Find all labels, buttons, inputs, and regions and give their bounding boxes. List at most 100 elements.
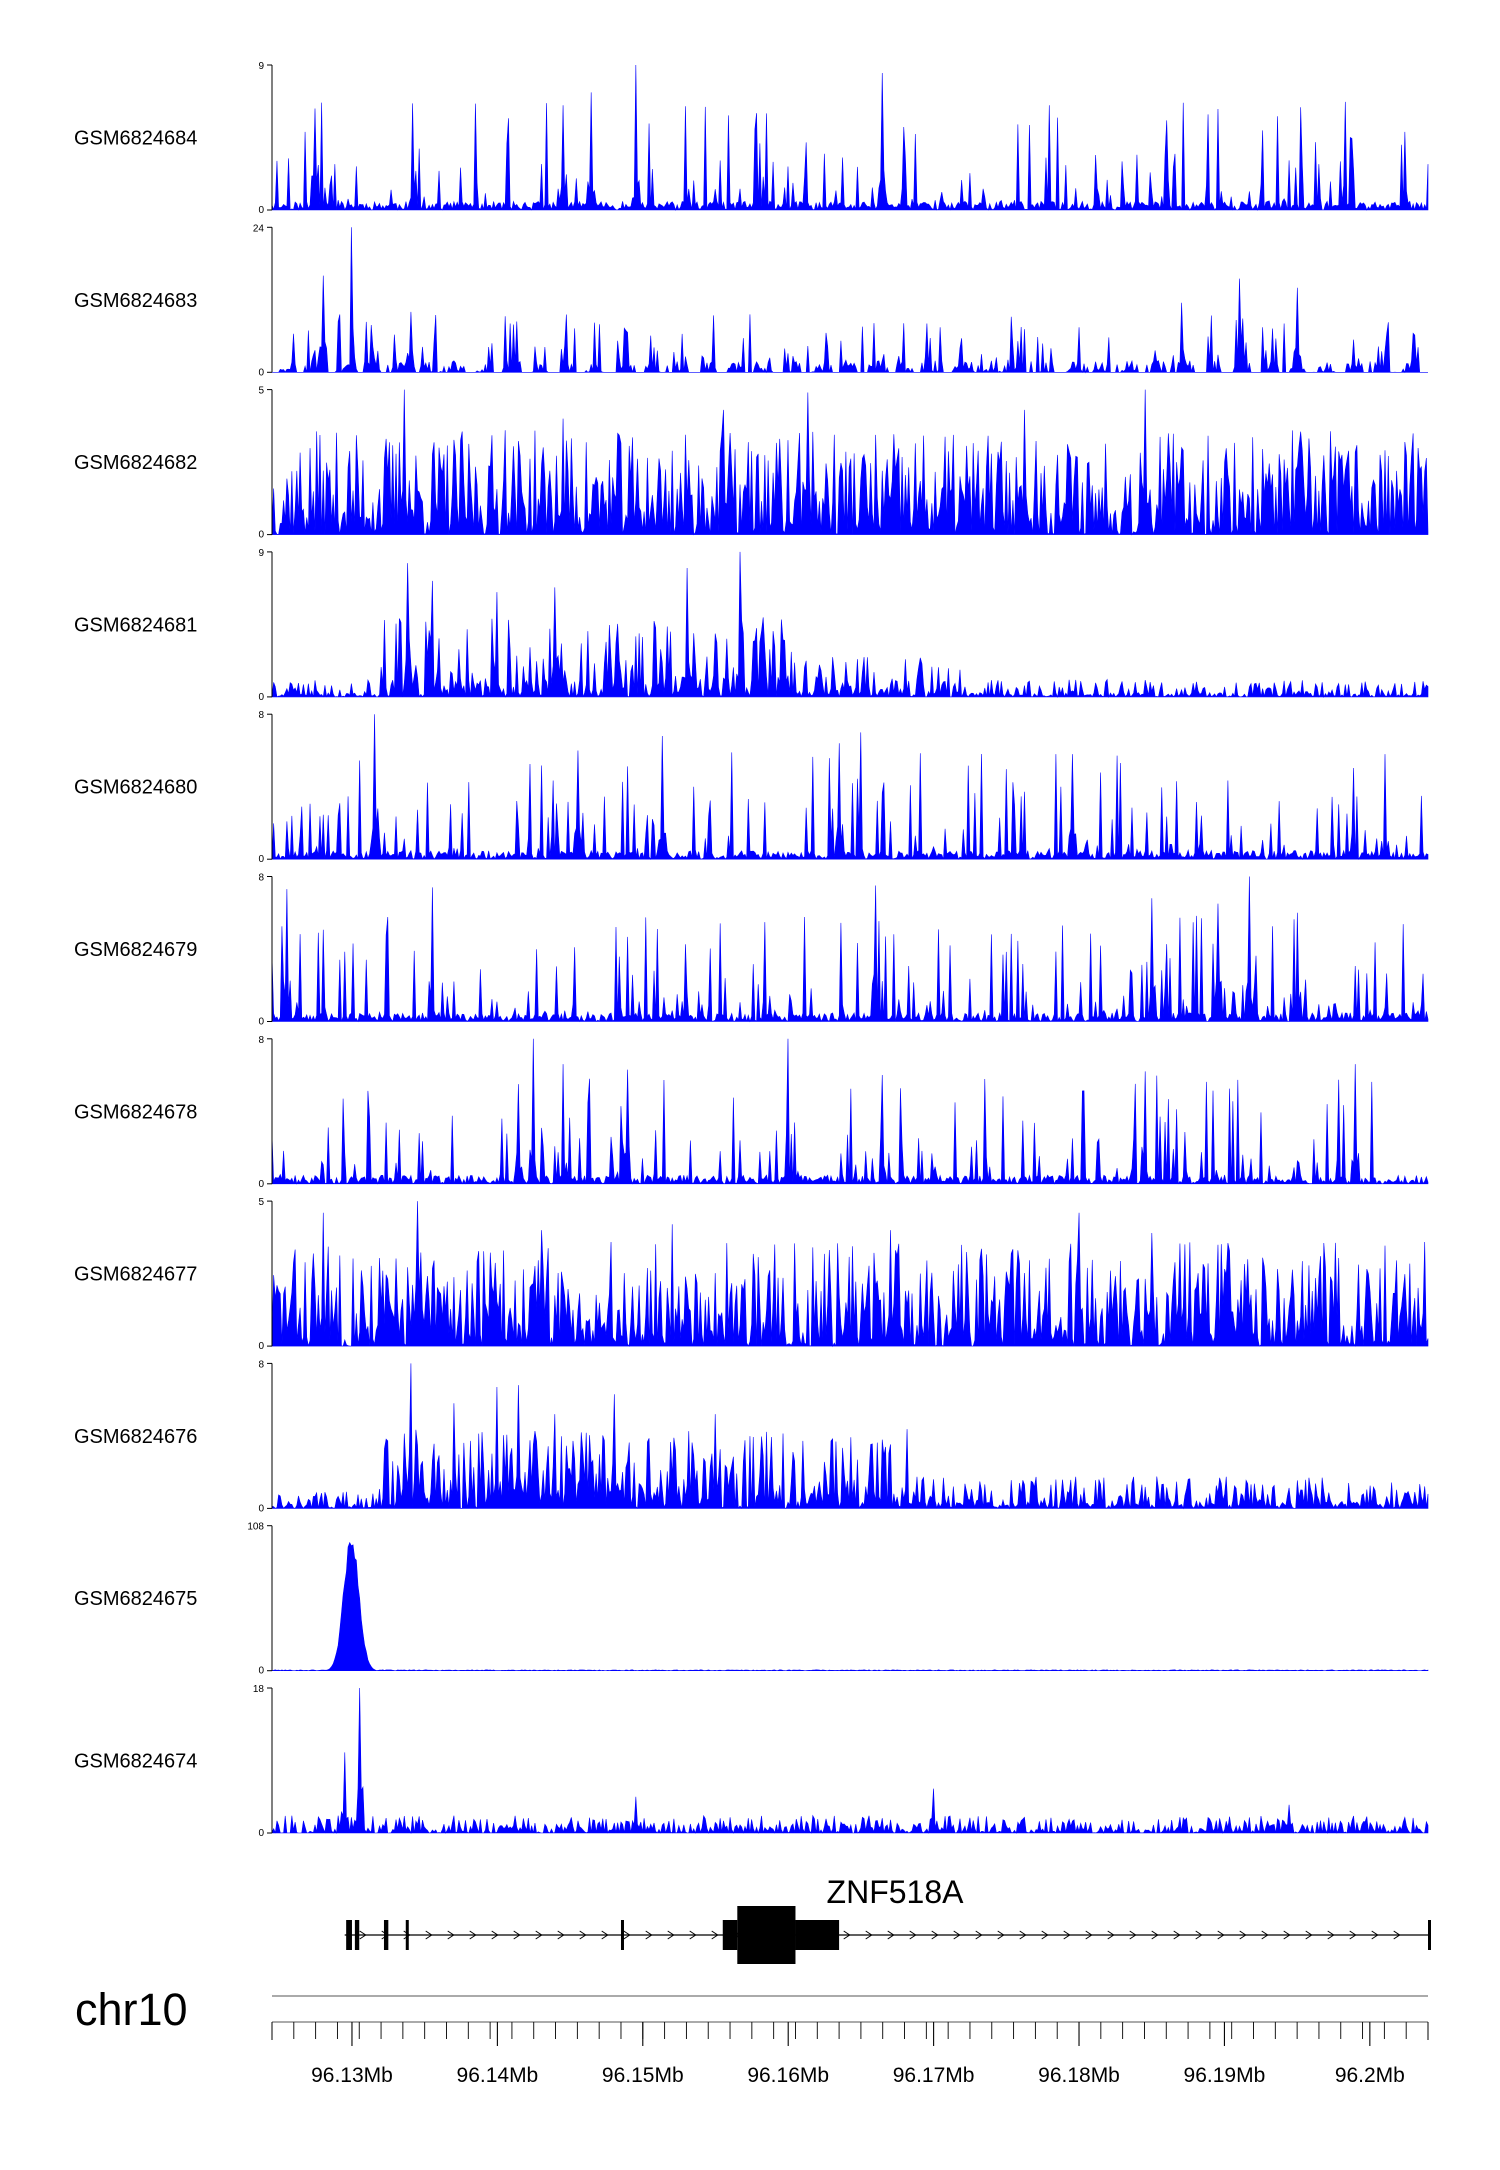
track-GSM6824675: 108 0 GSM6824675 (74, 1522, 1429, 1677)
y-max-label: 8 (258, 1035, 264, 1046)
track-name-label: GSM6824678 (74, 1101, 197, 1123)
strand-chevron (1107, 1930, 1115, 1940)
coverage-area (271, 1541, 1429, 1672)
gene-name-label: ZNF518A (827, 1874, 965, 1910)
y-min-label: 0 (258, 854, 264, 865)
strand-chevron (689, 1930, 697, 1940)
strand-chevron (1217, 1930, 1225, 1940)
track-GSM6824679: 8 0 GSM6824679 (74, 873, 1429, 1028)
strand-chevron (997, 1930, 1005, 1940)
strand-chevron (667, 1930, 675, 1940)
strand-chevron (469, 1930, 477, 1940)
coverage-area (271, 1687, 1429, 1835)
y-max-label: 8 (258, 710, 264, 721)
track-GSM6824677: 5 0 GSM6824677 (74, 1197, 1429, 1352)
strand-chevron (1371, 1930, 1379, 1940)
strand-chevron (909, 1930, 917, 1940)
y-min-label: 0 (258, 1341, 264, 1352)
axis-tick-label: 96.17Mb (893, 2064, 975, 2087)
genomic-axis: chr10 96.13Mb 96.14Mb 96.15Mb 96.16Mb 96.17M… (75, 1984, 1429, 2087)
track-name-label: GSM6824683 (74, 290, 197, 312)
y-max-label: 18 (253, 1684, 265, 1695)
y-max-label: 5 (258, 1197, 264, 1208)
axis-tick-label: 96.15Mb (602, 2064, 684, 2087)
y-min-label: 0 (258, 1017, 264, 1028)
exon-block (1428, 1920, 1431, 1950)
strand-chevron (1151, 1930, 1159, 1940)
cds-block (737, 1906, 796, 1964)
strand-chevron (403, 1930, 411, 1940)
coverage-area (271, 714, 1429, 861)
coverage-area (271, 1201, 1429, 1348)
track-GSM6824676: 8 0 GSM6824676 (74, 1359, 1429, 1514)
strand-chevron (1173, 1930, 1181, 1940)
y-min-label: 0 (258, 1828, 264, 1839)
strand-chevron (601, 1930, 609, 1940)
utr-block (722, 1920, 738, 1950)
strand-chevron (887, 1930, 895, 1940)
strand-chevron (1349, 1930, 1357, 1940)
strand-chevron (579, 1930, 587, 1940)
strand-chevron (1063, 1930, 1071, 1940)
strand-chevron (1019, 1930, 1027, 1940)
chromosome-label: chr10 (75, 1984, 188, 2035)
strand-chevron (1305, 1930, 1313, 1940)
axis-tick-label: 96.19Mb (1184, 2064, 1266, 2087)
y-min-label: 0 (258, 1179, 264, 1190)
strand-chevron (513, 1930, 521, 1940)
strand-chevron (491, 1930, 499, 1940)
strand-chevron (623, 1930, 631, 1940)
track-name-label: GSM6824677 (74, 1264, 197, 1286)
coverage-area (271, 551, 1429, 698)
track-name-label: GSM6824679 (74, 939, 197, 961)
strand-chevron (1327, 1930, 1335, 1940)
strand-chevron (1129, 1930, 1137, 1940)
track-GSM6824683: 24 0 GSM6824683 (74, 223, 1428, 378)
axis-tick-label: 96.18Mb (1038, 2064, 1120, 2087)
track-name-label: GSM6824675 (74, 1588, 197, 1610)
track-name-label: GSM6824676 (74, 1426, 197, 1448)
y-max-label: 24 (253, 223, 265, 234)
strand-chevron (865, 1930, 873, 1940)
coverage-area (271, 1038, 1429, 1185)
strand-chevron (557, 1930, 565, 1940)
track-GSM6824684: 9 0 GSM6824684 (74, 61, 1429, 216)
strand-chevron (1041, 1930, 1049, 1940)
coverage-area (272, 227, 1428, 374)
strand-chevron (1085, 1930, 1093, 1940)
utr-block (795, 1920, 840, 1950)
strand-chevron (425, 1930, 433, 1940)
strand-chevron (535, 1930, 543, 1940)
exon-block (346, 1920, 352, 1950)
y-max-label: 5 (258, 386, 264, 397)
strand-chevron (645, 1930, 653, 1940)
y-max-label: 9 (258, 548, 264, 559)
y-min-label: 0 (258, 367, 264, 378)
track-GSM6824678: 8 0 GSM6824678 (74, 1035, 1429, 1190)
y-min-label: 0 (258, 692, 264, 703)
y-max-label: 8 (258, 873, 264, 884)
strand-chevron (953, 1930, 961, 1940)
track-GSM6824681: 9 0 GSM6824681 (74, 548, 1429, 703)
strand-chevron (975, 1930, 983, 1940)
exon-block (383, 1920, 389, 1950)
y-max-label: 108 (247, 1522, 264, 1533)
strand-chevron (1393, 1930, 1401, 1940)
strand-chevron (843, 1930, 851, 1940)
coverage-area (271, 876, 1429, 1023)
y-max-label: 9 (258, 61, 264, 72)
coverage-area (271, 1363, 1429, 1510)
strand-chevron (1261, 1930, 1269, 1940)
strand-chevron (1283, 1930, 1291, 1940)
track-name-label: GSM6824684 (74, 128, 197, 150)
strand-chevron (447, 1930, 455, 1940)
track-name-label: GSM6824682 (74, 452, 197, 474)
exon-block (620, 1920, 624, 1950)
exon-block (354, 1920, 360, 1950)
track-GSM6824680: 8 0 GSM6824680 (74, 710, 1429, 865)
axis-tick-label: 96.13Mb (311, 2064, 393, 2087)
y-min-label: 0 (258, 1503, 264, 1514)
strand-chevron (1239, 1930, 1247, 1940)
strand-chevron (359, 1930, 367, 1940)
coverage-area (271, 64, 1429, 212)
